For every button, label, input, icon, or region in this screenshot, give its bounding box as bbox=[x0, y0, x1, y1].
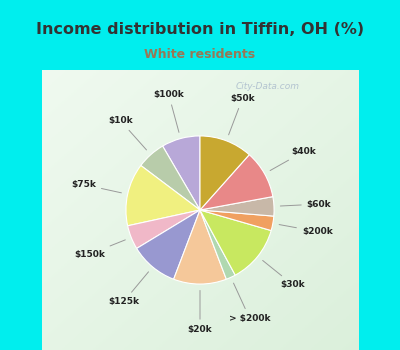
Text: $30k: $30k bbox=[263, 260, 305, 289]
Text: $100k: $100k bbox=[154, 90, 184, 132]
Text: > $200k: > $200k bbox=[229, 283, 270, 323]
Wedge shape bbox=[128, 210, 200, 248]
Wedge shape bbox=[126, 166, 200, 226]
Text: $75k: $75k bbox=[71, 180, 121, 193]
Text: $20k: $20k bbox=[188, 290, 212, 334]
Text: White residents: White residents bbox=[144, 48, 256, 61]
Text: Income distribution in Tiffin, OH (%): Income distribution in Tiffin, OH (%) bbox=[36, 22, 364, 37]
Wedge shape bbox=[174, 210, 226, 284]
Wedge shape bbox=[200, 155, 273, 210]
Text: $40k: $40k bbox=[270, 147, 316, 170]
Wedge shape bbox=[200, 210, 274, 231]
Text: $60k: $60k bbox=[280, 199, 331, 209]
Text: City-Data.com: City-Data.com bbox=[235, 82, 299, 91]
Wedge shape bbox=[200, 210, 271, 275]
Text: $10k: $10k bbox=[108, 117, 146, 150]
Text: $125k: $125k bbox=[108, 272, 148, 306]
Wedge shape bbox=[141, 146, 200, 210]
Wedge shape bbox=[200, 197, 274, 216]
Wedge shape bbox=[200, 210, 235, 279]
Text: $50k: $50k bbox=[229, 94, 255, 135]
Wedge shape bbox=[163, 136, 200, 210]
Text: $200k: $200k bbox=[279, 225, 333, 236]
Text: $150k: $150k bbox=[74, 240, 125, 259]
Wedge shape bbox=[137, 210, 200, 279]
Wedge shape bbox=[200, 136, 249, 210]
